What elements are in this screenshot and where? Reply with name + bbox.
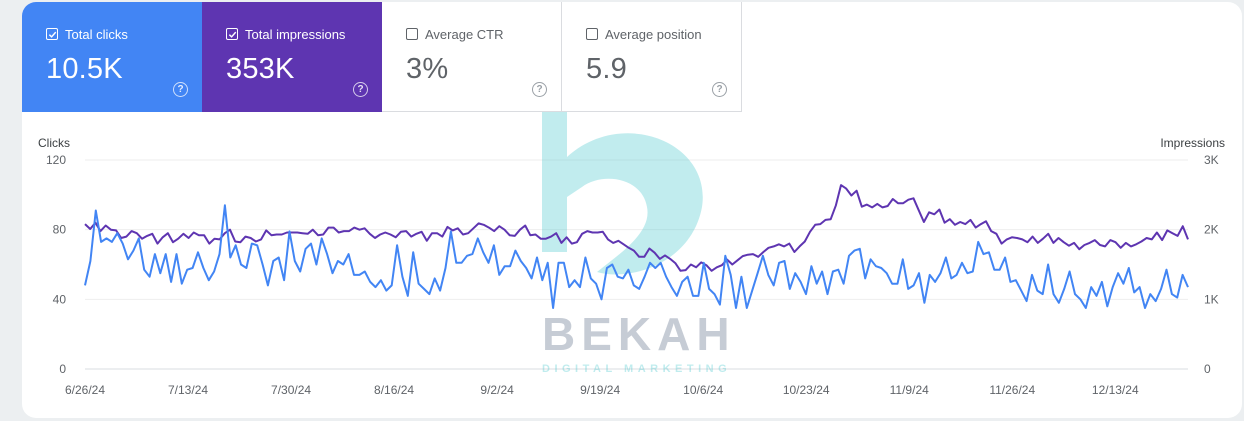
- metric-total-clicks[interactable]: Total clicks 10.5K?: [22, 2, 202, 112]
- x-tick-label: 9/2/24: [480, 383, 514, 397]
- metric-value: 353K: [226, 53, 295, 85]
- x-tick-label: 6/26/24: [65, 383, 105, 397]
- checkbox-unchecked-icon[interactable]: [406, 28, 418, 40]
- metric-label-text: Total impressions: [245, 26, 346, 42]
- performance-card: BEKAH DIGITAL MARKETING Clicks Impressio…: [22, 2, 1242, 418]
- svg-text:DIGITAL MARKETING: DIGITAL MARKETING: [542, 363, 731, 375]
- right-axis-title: Impressions: [1160, 136, 1225, 150]
- metric-label-text: Total clicks: [65, 26, 128, 42]
- left-tick-label: 0: [59, 362, 66, 376]
- metric-average-ctr[interactable]: Average CTR 3%?: [382, 2, 562, 112]
- metric-label: Total clicks: [46, 25, 202, 43]
- performance-chart: BEKAH DIGITAL MARKETING Clicks Impressio…: [38, 102, 1225, 397]
- right-tick-label: 2K: [1204, 223, 1219, 237]
- x-tick-label: 12/13/24: [1092, 383, 1139, 397]
- checkbox-checked-icon[interactable]: [46, 28, 58, 40]
- x-tick-label: 10/6/24: [683, 383, 723, 397]
- help-icon[interactable]: ?: [532, 82, 547, 97]
- x-tick-label: 11/26/24: [989, 383, 1035, 397]
- svg-text:BEKAH: BEKAH: [542, 308, 736, 360]
- metric-total-impressions[interactable]: Total impressions 353K?: [202, 2, 382, 112]
- x-tick-label: 7/13/24: [168, 383, 208, 397]
- right-tick-label: 0: [1204, 362, 1211, 376]
- left-tick-label: 120: [46, 153, 66, 167]
- right-tick-label: 3K: [1204, 153, 1219, 167]
- metric-label: Average CTR: [406, 25, 561, 43]
- metric-value: 5.9: [586, 53, 627, 85]
- x-tick-label: 7/30/24: [271, 383, 311, 397]
- bekah-watermark: BEKAH DIGITAL MARKETING: [542, 102, 736, 375]
- left-tick-label: 40: [53, 292, 67, 306]
- x-tick-label: 8/16/24: [374, 383, 414, 397]
- checkbox-unchecked-icon[interactable]: [586, 28, 598, 40]
- help-icon[interactable]: ?: [353, 82, 368, 97]
- metric-label-text: Average position: [605, 26, 702, 42]
- help-icon[interactable]: ?: [712, 82, 727, 97]
- x-tick-label: 10/23/24: [783, 383, 830, 397]
- right-tick-label: 1K: [1204, 292, 1219, 306]
- help-icon[interactable]: ?: [173, 82, 188, 97]
- metric-value: 3%: [406, 53, 449, 85]
- left-axis-title: Clicks: [38, 136, 70, 150]
- checkbox-checked-icon[interactable]: [226, 28, 238, 40]
- series-line-impressions: [84, 184, 1189, 272]
- metric-label: Total impressions: [226, 25, 382, 43]
- metric-label: Average position: [586, 25, 741, 43]
- x-tick-label: 9/19/24: [580, 383, 620, 397]
- left-tick-label: 80: [53, 223, 67, 237]
- metric-average-position[interactable]: Average position 5.9?: [562, 2, 742, 112]
- x-tick-label: 11/9/24: [890, 383, 929, 397]
- series-line-clicks: [84, 204, 1189, 309]
- metric-label-text: Average CTR: [425, 26, 504, 42]
- metric-value: 10.5K: [46, 53, 123, 85]
